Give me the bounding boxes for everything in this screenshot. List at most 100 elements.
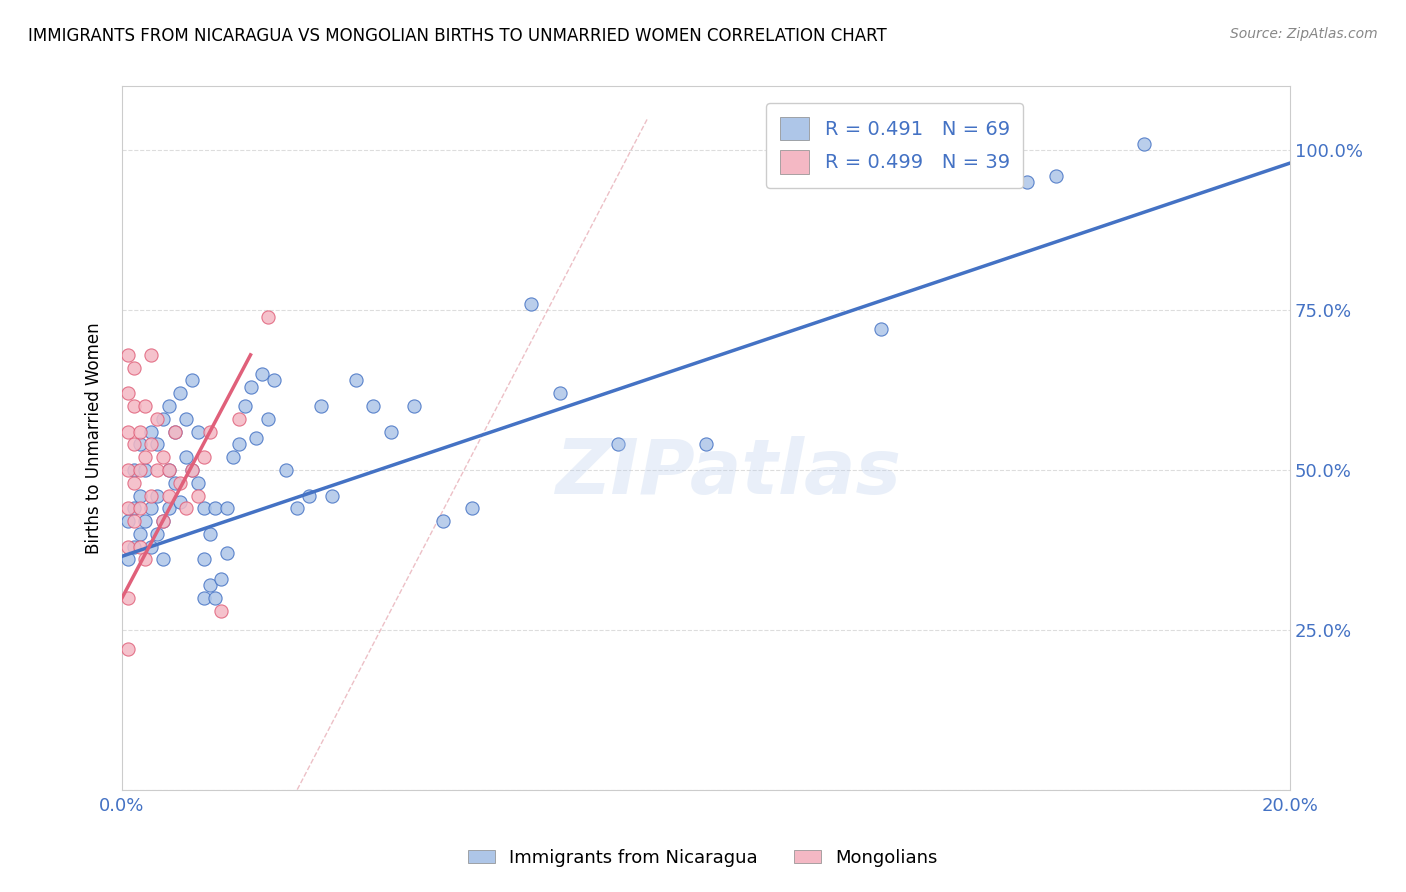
Point <box>204 501 226 516</box>
Text: ZIPatlas: ZIPatlas <box>557 436 903 510</box>
Point <box>122 540 145 554</box>
Point <box>146 527 169 541</box>
Point <box>198 578 221 592</box>
Point <box>250 367 273 381</box>
Point <box>187 425 209 439</box>
Point <box>146 437 169 451</box>
Point <box>117 501 139 516</box>
Point <box>274 463 297 477</box>
Point <box>117 348 139 362</box>
Point <box>245 431 267 445</box>
Point <box>187 475 209 490</box>
Point <box>228 437 250 451</box>
Point <box>187 489 209 503</box>
Point <box>128 540 150 554</box>
Point <box>141 501 163 516</box>
Point <box>181 463 204 477</box>
Point <box>298 489 321 503</box>
Point <box>157 489 180 503</box>
Text: Source: ZipAtlas.com: Source: ZipAtlas.com <box>1230 27 1378 41</box>
Point <box>222 450 245 465</box>
Point <box>174 412 197 426</box>
Point <box>174 501 197 516</box>
Point <box>117 386 139 401</box>
Point <box>193 552 215 566</box>
Point <box>309 399 332 413</box>
Point <box>321 489 343 503</box>
Point <box>122 501 145 516</box>
Point <box>1133 136 1156 151</box>
Point <box>157 399 180 413</box>
Point <box>233 399 256 413</box>
Point <box>122 475 145 490</box>
Point <box>432 514 454 528</box>
Point <box>141 437 163 451</box>
Point <box>117 425 139 439</box>
Point <box>152 552 174 566</box>
Point <box>193 591 215 605</box>
Point <box>461 501 484 516</box>
Point <box>169 386 191 401</box>
Point <box>163 475 186 490</box>
Point <box>193 450 215 465</box>
Point <box>134 552 156 566</box>
Point <box>870 322 893 336</box>
Point <box>128 527 150 541</box>
Point <box>117 552 139 566</box>
Point <box>141 348 163 362</box>
Point <box>163 425 186 439</box>
Point <box>217 546 239 560</box>
Point <box>257 412 280 426</box>
Point <box>117 540 139 554</box>
Point <box>117 463 139 477</box>
Point <box>695 437 717 451</box>
Point <box>134 399 156 413</box>
Point <box>169 495 191 509</box>
Point <box>152 412 174 426</box>
Point <box>134 463 156 477</box>
Point <box>152 514 174 528</box>
Point <box>181 374 204 388</box>
Point <box>152 450 174 465</box>
Point <box>198 425 221 439</box>
Point <box>198 527 221 541</box>
Point <box>128 425 150 439</box>
Point <box>141 489 163 503</box>
Point <box>152 514 174 528</box>
Point <box>128 489 150 503</box>
Point <box>128 501 150 516</box>
Point <box>122 514 145 528</box>
Point <box>174 450 197 465</box>
Point <box>204 591 226 605</box>
Point <box>157 463 180 477</box>
Point <box>128 463 150 477</box>
Point <box>141 425 163 439</box>
Point <box>181 463 204 477</box>
Point <box>1017 175 1039 189</box>
Point <box>257 310 280 324</box>
Point <box>122 399 145 413</box>
Point <box>157 501 180 516</box>
Point <box>146 463 169 477</box>
Point <box>263 374 285 388</box>
Point <box>402 399 425 413</box>
Point <box>117 591 139 605</box>
Point <box>209 572 232 586</box>
Point <box>146 412 169 426</box>
Point <box>117 642 139 657</box>
Point <box>117 514 139 528</box>
Point <box>285 501 308 516</box>
Point <box>193 501 215 516</box>
Point <box>1045 169 1067 183</box>
Point <box>228 412 250 426</box>
Point <box>239 380 262 394</box>
Point <box>128 437 150 451</box>
Point <box>548 386 571 401</box>
Point <box>520 297 543 311</box>
Point <box>141 540 163 554</box>
Point <box>607 437 630 451</box>
Point <box>157 463 180 477</box>
Point <box>163 425 186 439</box>
Point <box>146 489 169 503</box>
Point <box>361 399 384 413</box>
